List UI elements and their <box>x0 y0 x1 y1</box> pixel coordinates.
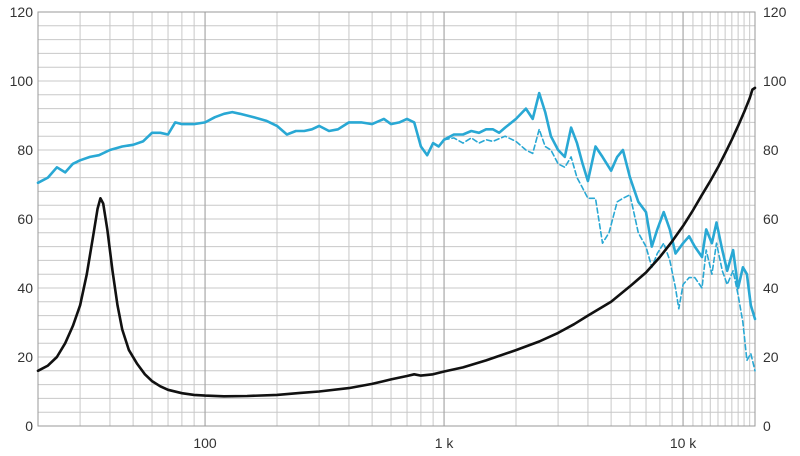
y-tick-label-right: 20 <box>763 349 779 365</box>
axes: 0 0 20 20 40 40 60 60 80 80 100 100 120 120 100 1 k 10 k <box>10 4 787 451</box>
y-tick-label-left: 100 <box>10 73 34 89</box>
y-tick-label-left: 20 <box>17 349 33 365</box>
y-tick-label-right: 40 <box>763 280 779 296</box>
spl-solid-series-line <box>36 91 757 321</box>
x-tick-label: 10 k <box>670 435 697 451</box>
y-tick-label-left: 80 <box>17 142 33 158</box>
y-tick-label-right: 80 <box>763 142 779 158</box>
spl-dashed-series-line <box>443 128 756 372</box>
plot-frame <box>37 11 756 427</box>
x-tick-label: 1 k <box>435 435 455 451</box>
y-tick-label-left: 60 <box>17 211 33 227</box>
x-tick-label: 100 <box>193 435 217 451</box>
impedance-series-line <box>36 86 757 398</box>
y-tick-label-right: 120 <box>763 4 787 20</box>
y-tick-label-left: 0 <box>25 418 33 434</box>
y-tick-label-left: 40 <box>17 280 33 296</box>
grid <box>37 11 756 427</box>
series-group <box>36 86 757 398</box>
y-tick-label-right: 100 <box>763 73 787 89</box>
y-tick-label-right: 60 <box>763 211 779 227</box>
y-tick-label-right: 0 <box>763 418 771 434</box>
y-tick-label-left: 120 <box>10 4 34 20</box>
